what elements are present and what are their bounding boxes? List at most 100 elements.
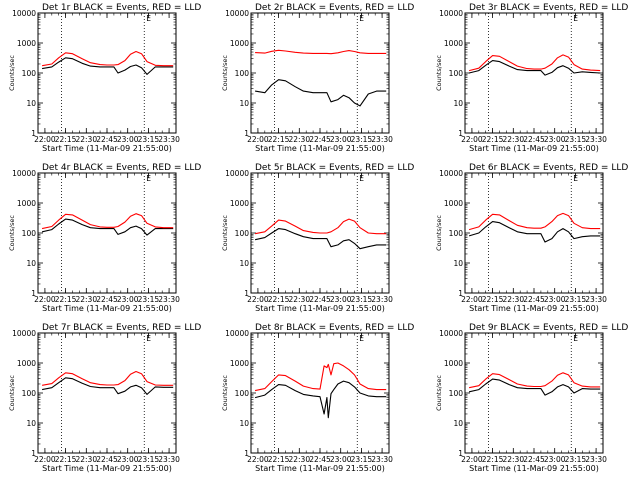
panel-title: Det 6r BLACK = Events, RED = LLD: [469, 163, 628, 173]
x-tick-label: 23:15: [138, 455, 160, 464]
x-tick-label: 23:30: [585, 135, 607, 144]
y-tick-label: 10000: [439, 9, 463, 18]
y-tick-label: 1: [244, 289, 249, 298]
x-axis-label: Start Time (11-Mar-09 21:55:00): [469, 144, 599, 153]
y-axis-label: Counts/sec: [221, 215, 229, 251]
x-tick-label: 22:30: [502, 135, 524, 144]
x-tick-label: 22:45: [309, 455, 331, 464]
series-line-lld: [468, 54, 601, 72]
y-tick-label: 1000: [444, 359, 463, 368]
panel-title: Det 4r BLACK = Events, RED = LLD: [42, 163, 201, 173]
y-tick-label: 1: [244, 129, 249, 138]
y-tick-label: 1000: [17, 199, 36, 208]
series-line-lld: [468, 212, 601, 231]
x-tick-label: 23:15: [138, 295, 160, 304]
y-tick-label: 10000: [225, 329, 249, 338]
x-tick-label: 22:15: [482, 455, 504, 464]
x-axis-label: Start Time (11-Mar-09 21:55:00): [469, 464, 599, 473]
x-tick-label: 22:30: [75, 455, 97, 464]
plot-frame: [37, 12, 177, 134]
y-tick-label: 10: [453, 99, 463, 108]
y-tick-label: 100: [235, 229, 250, 238]
y-tick-label: 10: [453, 259, 463, 268]
y-tick-label: 1000: [230, 39, 249, 48]
y-tick-label: 10000: [439, 169, 463, 178]
y-tick-label: 10: [239, 419, 249, 428]
plot-frame: [464, 172, 604, 294]
x-tick-label: 22:15: [55, 295, 77, 304]
y-axis-label: Counts/sec: [8, 375, 16, 411]
series-line-lld: [41, 213, 174, 230]
x-axis-label: Start Time (11-Mar-09 21:55:00): [255, 144, 385, 153]
x-tick-label: 22:30: [75, 135, 97, 144]
x-tick-label: 22:30: [75, 295, 97, 304]
plot-frame: [37, 172, 177, 294]
corner-label: E: [146, 334, 151, 343]
panel-title: Det 5r BLACK = Events, RED = LLD: [255, 163, 414, 173]
y-tick-label: 100: [449, 389, 464, 398]
corner-label: E: [359, 14, 364, 23]
y-tick-label: 1000: [444, 39, 463, 48]
y-tick-label: 1: [458, 129, 463, 138]
panel-title: Det 8r BLACK = Events, RED = LLD: [255, 323, 414, 333]
plot-frame: [464, 332, 604, 454]
x-tick-label: 23:00: [330, 135, 352, 144]
y-tick-label: 1: [458, 289, 463, 298]
y-tick-label: 10000: [225, 169, 249, 178]
y-tick-label: 10: [239, 259, 249, 268]
y-tick-label: 1: [31, 289, 36, 298]
y-tick-label: 1000: [230, 199, 249, 208]
x-tick-label: 23:00: [330, 455, 352, 464]
y-tick-label: 10: [26, 259, 36, 268]
y-axis-label: Counts/sec: [435, 215, 443, 251]
x-tick-label: 22:15: [482, 135, 504, 144]
corner-label: E: [573, 174, 578, 183]
y-tick-label: 10000: [12, 329, 36, 338]
x-axis-label: Start Time (11-Mar-09 21:55:00): [255, 304, 385, 313]
x-tick-label: 23:15: [351, 135, 373, 144]
x-tick-label: 23:30: [585, 295, 607, 304]
series-line-lld: [254, 218, 387, 235]
x-tick-label: 23:00: [544, 295, 566, 304]
x-tick-label: 22:45: [96, 135, 118, 144]
series-line-events: [468, 60, 601, 76]
y-axis-label: Counts/sec: [435, 55, 443, 91]
y-axis-label: Counts/sec: [221, 375, 229, 411]
y-tick-label: 10: [26, 99, 36, 108]
x-tick-label: 22:00: [247, 455, 269, 464]
panel-title: Det 3r BLACK = Events, RED = LLD: [469, 3, 628, 13]
x-tick-label: 22:15: [268, 295, 290, 304]
x-tick-label: 22:00: [34, 295, 56, 304]
x-axis-label: Start Time (11-Mar-09 21:55:00): [42, 304, 172, 313]
y-tick-label: 1: [31, 449, 36, 458]
x-tick-label: 23:15: [565, 295, 587, 304]
x-tick-label: 23:30: [585, 455, 607, 464]
x-tick-label: 22:45: [309, 135, 331, 144]
x-tick-label: 23:30: [158, 455, 180, 464]
corner-label: E: [359, 174, 364, 183]
series-line-events: [42, 57, 174, 75]
series-line-lld: [468, 372, 601, 389]
x-tick-label: 22:15: [55, 455, 77, 464]
x-axis-label: Start Time (11-Mar-09 21:55:00): [42, 144, 172, 153]
x-tick-label: 22:45: [96, 295, 118, 304]
x-tick-label: 23:00: [117, 455, 139, 464]
x-tick-label: 22:15: [268, 455, 290, 464]
x-tick-label: 23:00: [330, 295, 352, 304]
x-tick-label: 23:30: [371, 135, 393, 144]
y-tick-label: 100: [22, 229, 37, 238]
y-tick-label: 10: [26, 419, 36, 428]
y-tick-label: 1: [244, 449, 249, 458]
x-tick-label: 22:45: [523, 135, 545, 144]
x-tick-label: 23:30: [158, 295, 180, 304]
y-axis-label: Counts/sec: [8, 215, 16, 251]
corner-label: E: [573, 334, 578, 343]
y-tick-label: 10: [453, 419, 463, 428]
